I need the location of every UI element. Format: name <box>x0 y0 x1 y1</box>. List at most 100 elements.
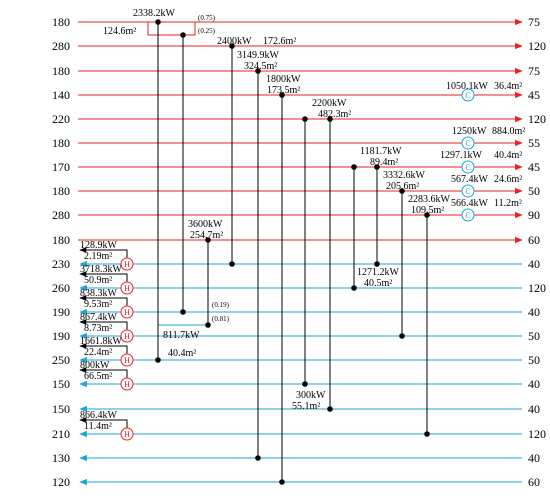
cold-target-temp: 190 <box>52 329 70 343</box>
cold-stream: 120 60 <box>52 475 540 489</box>
cooler-area: 24.6m² <box>494 174 522 185</box>
cold-target-temp: 260 <box>52 281 70 295</box>
heater-area: 9.53m² <box>84 299 112 310</box>
cooler-duty: 1050.1kW <box>446 81 489 92</box>
heater-area: 11.4m² <box>84 421 112 432</box>
hot-stream: 280 90 <box>52 208 540 222</box>
hot-stream: 180 60 <box>52 233 540 247</box>
cooler-duty: 566.4kW <box>451 198 489 209</box>
hot-stream: 220 120 <box>52 112 546 126</box>
hot-supply-temp: 280 <box>52 39 70 53</box>
exchanger-duty: 300kW <box>296 390 326 401</box>
cooler-icon: C <box>465 163 470 172</box>
heater-icon: H <box>124 260 130 269</box>
cooler-area: 36.4m² <box>494 81 522 92</box>
exchanger-links <box>157 22 428 482</box>
exchanger-duty: 2200kW <box>312 98 347 109</box>
exchanger-area: 172.6m² <box>263 36 296 47</box>
exchanger-labels: 2338.2kW 124.6m² (0.75) (0.25) 2400kW 17… <box>103 8 451 412</box>
heater-area: 66.5m² <box>84 371 112 382</box>
split-fraction: (0.19) <box>212 301 230 309</box>
cold-target-temp: 150 <box>52 377 70 391</box>
cooler: C 567.4kW 24.6m² <box>451 174 522 198</box>
hot-stream: 180 75 <box>52 64 540 78</box>
cold-stream: 210 120 <box>52 427 546 441</box>
hot-supply-temp: 180 <box>52 15 70 29</box>
hot-stream: 140 45 <box>52 88 540 102</box>
heater-duty: 866.4kW <box>80 410 118 421</box>
heater-duty: 3718.3kW <box>80 264 123 275</box>
cold-supply-temp: 120 <box>528 281 546 295</box>
heater-duty: 800kW <box>80 360 110 371</box>
heater: H 866.4kW 11.4m² <box>80 410 134 441</box>
cold-supply-temp: 50 <box>528 353 540 367</box>
cooler-area: 884.0m² <box>492 126 525 137</box>
hot-target-temp: 90 <box>528 208 540 222</box>
cooler: C 1297.1kW 40.4m² <box>440 150 522 174</box>
hot-target-temp: 45 <box>528 160 540 174</box>
hot-target-temp: 75 <box>528 64 540 78</box>
cooler-area: 11.2m² <box>494 198 522 209</box>
hot-streams: 180 75 280 120 180 75 140 45 220 120 180… <box>52 15 546 247</box>
cold-supply-temp: 120 <box>528 427 546 441</box>
hot-target-temp: 55 <box>528 136 540 150</box>
exchanger-duty: 3332.6kW <box>383 170 426 181</box>
hot-target-temp: 50 <box>528 184 540 198</box>
cooler-area: 40.4m² <box>494 150 522 161</box>
cold-stream: 260 120 <box>52 281 546 295</box>
heater-duty: 867.4kW <box>80 312 118 323</box>
cold-stream: 190 40 <box>52 305 540 319</box>
cold-streams: 230 40 260 120 190 40 190 50 250 50 150 … <box>52 257 546 489</box>
heater-area: 50.9m² <box>84 275 112 286</box>
hot-supply-temp: 170 <box>52 160 70 174</box>
hot-stream: 180 75 <box>52 15 540 29</box>
exchanger-duty: 3600kW <box>188 219 223 230</box>
cold-supply-temp: 40 <box>528 402 540 416</box>
heater-duty: 1661.8kW <box>80 336 123 347</box>
cooler: C 1050.1kW 36.4m² <box>446 81 522 102</box>
heater-duty: 128.9kW <box>80 240 118 251</box>
exchanger-area: 254.7m² <box>190 230 223 241</box>
hot-supply-temp: 180 <box>52 64 70 78</box>
heater: H 867.4kW 8.73m² <box>80 312 134 343</box>
cold-stream: 150 40 <box>52 377 540 391</box>
hot-supply-temp: 220 <box>52 112 70 126</box>
cooler: C 566.4kW 11.2m² <box>451 198 522 222</box>
heater: H 3718.3kW 50.9m² <box>80 264 134 295</box>
cooler-duty: 1297.1kW <box>440 150 483 161</box>
exchanger-area: 324.5m² <box>244 61 277 72</box>
exchanger-area: 55.1m² <box>292 401 320 412</box>
cold-supply-temp: 40 <box>528 257 540 271</box>
split-fraction: (0.75) <box>198 14 216 22</box>
hot-target-temp: 75 <box>528 15 540 29</box>
exchanger-nodes <box>155 19 430 485</box>
exchanger-area: 173.5m² <box>267 85 300 96</box>
heater-icon: H <box>124 284 130 293</box>
exchanger-duty: 811.7kW <box>163 330 200 341</box>
hot-target-temp: 120 <box>528 112 546 126</box>
cooler-duty: 567.4kW <box>451 174 489 185</box>
split-fraction: (0.81) <box>212 315 230 323</box>
cold-target-temp: 230 <box>52 257 70 271</box>
exchanger-area: 40.5m² <box>364 278 392 289</box>
cooler-icon: C <box>465 139 470 148</box>
cold-target-temp: 250 <box>52 353 70 367</box>
cold-target-temp: 190 <box>52 305 70 319</box>
heater-area: 22.4m² <box>84 347 112 358</box>
cold-target-temp: 120 <box>52 475 70 489</box>
heater-icon: H <box>124 308 130 317</box>
hot-supply-temp: 180 <box>52 184 70 198</box>
heater: H 838.3kW 9.53m² <box>80 288 134 319</box>
cold-supply-temp: 40 <box>528 305 540 319</box>
hot-stream: 180 55 <box>52 136 540 150</box>
cold-supply-temp: 40 <box>528 377 540 391</box>
cold-target-temp: 150 <box>52 402 70 416</box>
exchanger-duty: 1181.7kW <box>360 146 402 157</box>
split-fraction: (0.25) <box>198 27 216 35</box>
cold-stream: 190 50 <box>52 329 540 343</box>
cold-stream: 130 40 <box>52 451 540 465</box>
cold-supply-temp: 40 <box>528 451 540 465</box>
hot-target-temp: 120 <box>528 39 546 53</box>
exchanger-area: 109.5m² <box>411 205 444 216</box>
